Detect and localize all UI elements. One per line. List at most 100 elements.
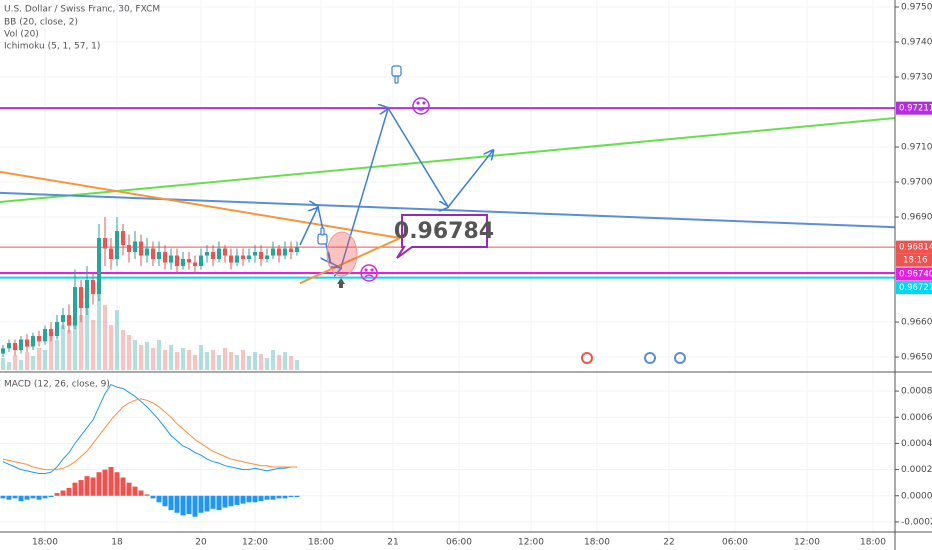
volume-bar bbox=[264, 358, 269, 370]
candle-body bbox=[276, 248, 281, 256]
macd-histogram-bar bbox=[108, 466, 114, 496]
macd-histogram-bar bbox=[66, 487, 72, 496]
volume-bar bbox=[48, 335, 53, 370]
volume-bar bbox=[294, 360, 299, 370]
x-tick-label: 18:00 bbox=[32, 538, 58, 548]
candle-body bbox=[24, 339, 29, 347]
volume-bar bbox=[138, 345, 143, 370]
volume-bar bbox=[198, 345, 203, 370]
smiley-icon bbox=[412, 97, 430, 115]
macd-histogram-bar bbox=[216, 495, 222, 511]
macd-histogram-bar bbox=[222, 495, 228, 508]
volume-bar bbox=[150, 348, 155, 370]
candle-body bbox=[150, 248, 155, 260]
macd-histogram-bar bbox=[150, 495, 156, 499]
macd-histogram-bar bbox=[90, 477, 96, 496]
macd-histogram-bar bbox=[126, 482, 132, 496]
volume-bar bbox=[174, 352, 179, 370]
candle-body bbox=[204, 252, 209, 256]
candle-body bbox=[102, 238, 107, 249]
price-badge bbox=[896, 240, 932, 254]
candle-body bbox=[186, 259, 191, 263]
volume-bar bbox=[12, 355, 17, 370]
volume-bar bbox=[156, 340, 161, 370]
hand-icon bbox=[317, 65, 402, 245]
price-badge-label: 0.96740 bbox=[899, 270, 932, 280]
candle-body bbox=[144, 248, 149, 256]
macd-histogram-bar bbox=[78, 480, 84, 496]
x-tick-label: 06:00 bbox=[446, 538, 472, 548]
highlight-ellipse bbox=[326, 231, 358, 277]
volume-bar bbox=[270, 350, 275, 370]
candle-body bbox=[282, 248, 287, 256]
x-tick-label: 21 bbox=[387, 538, 398, 548]
volume-bar bbox=[222, 348, 227, 370]
x-tick-label: 18 bbox=[111, 538, 123, 548]
candle-body bbox=[246, 255, 251, 260]
macd-histogram-bar bbox=[120, 477, 126, 496]
candle-body bbox=[60, 315, 65, 323]
volume-bar bbox=[246, 356, 251, 370]
candle-body bbox=[90, 280, 95, 295]
price-badge-label: 0.97211 bbox=[899, 104, 932, 114]
candle-body bbox=[120, 231, 125, 246]
macd-histogram-bar bbox=[114, 472, 120, 496]
price-badges: 0.97211 0.96814 18:16 0.96740 0.96727 bbox=[896, 101, 932, 295]
macd-histogram-bar bbox=[36, 495, 42, 500]
macd-histogram-bar bbox=[132, 486, 138, 496]
candle-body bbox=[48, 329, 53, 337]
frown-icon bbox=[360, 264, 378, 282]
candle-body bbox=[30, 336, 35, 347]
volume-bar bbox=[90, 320, 95, 370]
volume-bar bbox=[96, 280, 101, 370]
macd-histogram-bar bbox=[48, 495, 54, 498]
volume-bar bbox=[54, 340, 59, 370]
macd-histogram-bar bbox=[96, 472, 102, 496]
candle-body bbox=[168, 255, 173, 263]
volume-bar bbox=[288, 356, 293, 370]
candle-body bbox=[192, 262, 197, 267]
volume-bar bbox=[60, 325, 65, 370]
candle-body bbox=[294, 247, 299, 253]
macd-line bbox=[2, 383, 297, 474]
volume-bar bbox=[36, 348, 41, 370]
volume-bar bbox=[258, 354, 263, 370]
volume-bar bbox=[24, 352, 29, 370]
volume-bar bbox=[162, 350, 167, 370]
y-tick-label: 0.97500 bbox=[901, 3, 932, 13]
volume-bar bbox=[282, 352, 287, 370]
x-tick-label: 18:00 bbox=[584, 538, 610, 548]
volume-bar bbox=[186, 350, 191, 370]
price-badge-label: 0.96727 bbox=[899, 283, 932, 293]
candle-body bbox=[78, 287, 83, 309]
macd-histogram-bar bbox=[246, 495, 252, 503]
x-tick-label: 12:00 bbox=[518, 538, 544, 548]
candle-body bbox=[240, 255, 245, 260]
candle-body bbox=[156, 252, 161, 260]
volume-bar bbox=[0, 358, 5, 370]
candle-body bbox=[132, 241, 137, 253]
volume-bar bbox=[144, 342, 149, 370]
candle-body bbox=[222, 248, 227, 256]
x-tick-label: 22 bbox=[663, 538, 674, 548]
candle-body bbox=[126, 245, 131, 253]
macd-histogram-bar bbox=[144, 494, 150, 496]
price-badge bbox=[896, 281, 932, 295]
candle-body bbox=[66, 315, 71, 326]
x-tick-label: 12:00 bbox=[242, 538, 268, 548]
volume-bar bbox=[42, 350, 47, 370]
legend-indicator: BB (20, close, 2) bbox=[4, 18, 78, 28]
volume-bar bbox=[234, 355, 239, 370]
candle-body bbox=[18, 339, 23, 351]
